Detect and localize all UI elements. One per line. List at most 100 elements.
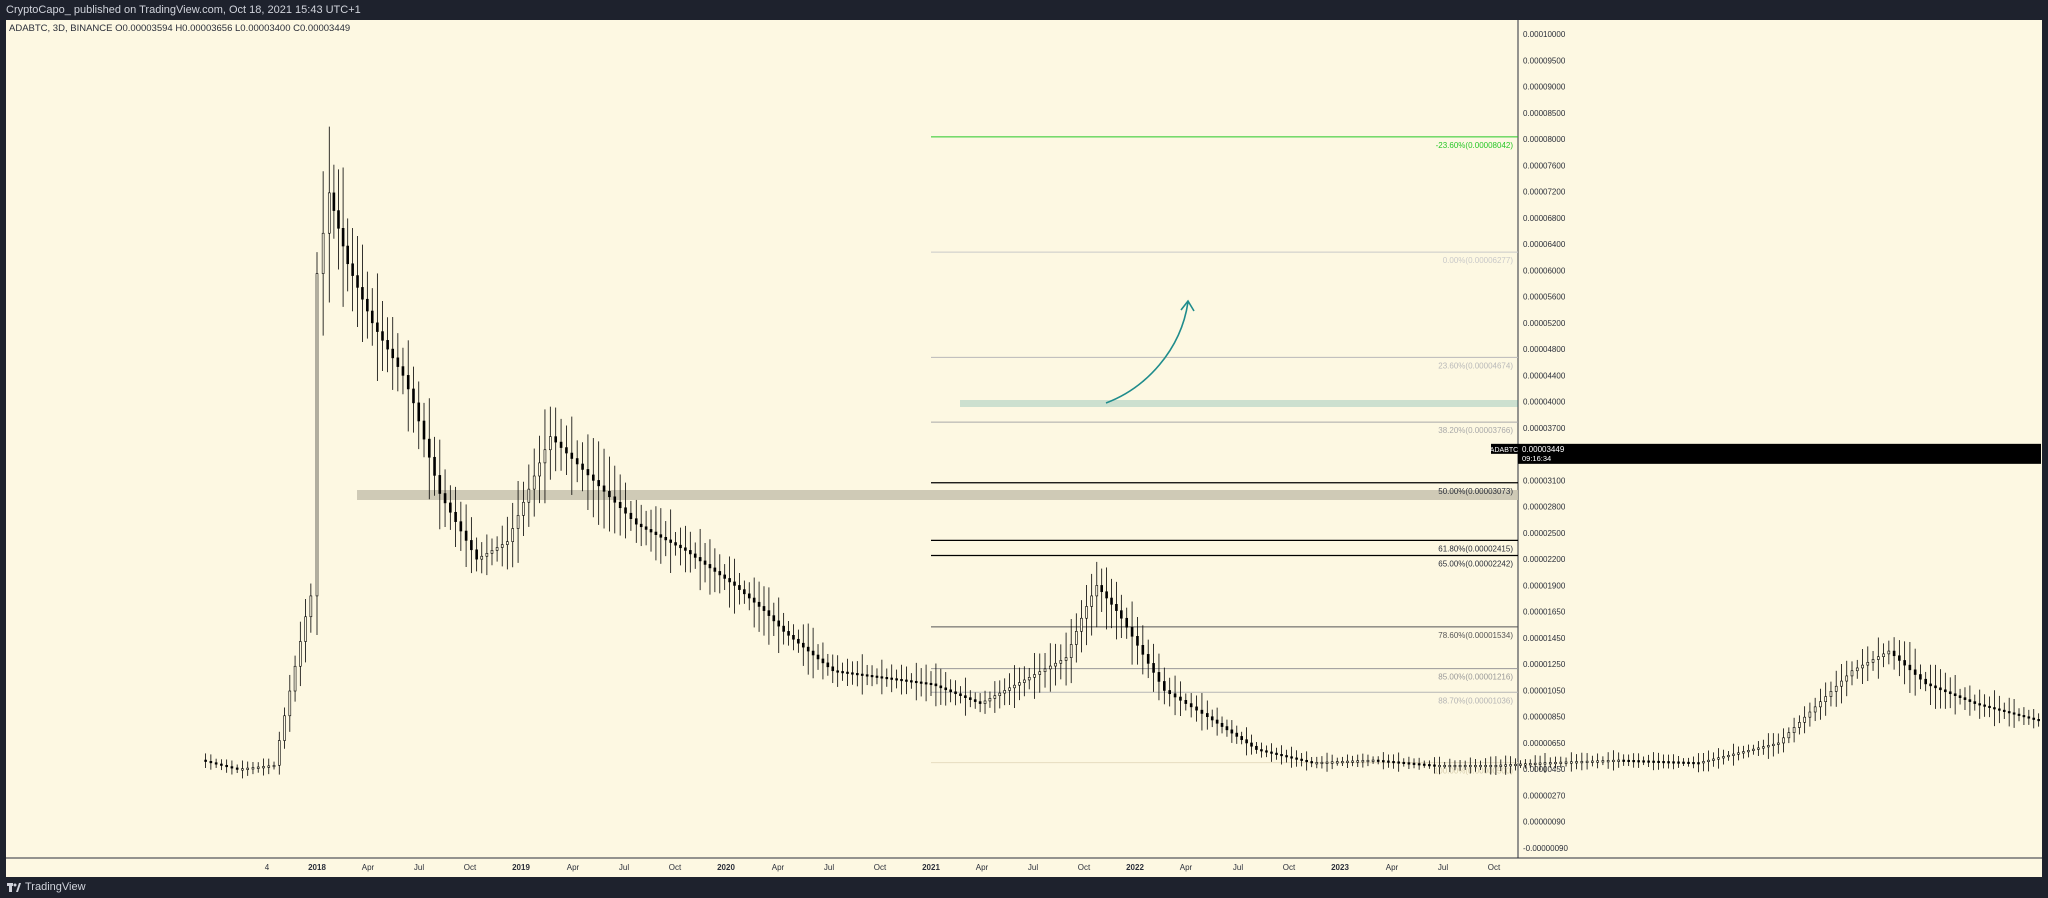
candle-body	[1803, 716, 1806, 723]
candle-body	[870, 675, 874, 678]
candle-body	[283, 715, 286, 741]
price-tick-label: 0.00005600	[1523, 293, 1566, 302]
candle-body	[293, 665, 297, 692]
candle-body	[1924, 678, 1927, 685]
candle-body	[1514, 763, 1517, 767]
candle-body	[214, 762, 218, 765]
candle-body	[1677, 761, 1680, 764]
candle-body	[831, 666, 835, 672]
candle-body	[1772, 743, 1775, 746]
candle-body	[679, 544, 682, 549]
candle-body	[1882, 653, 1885, 657]
candle-body	[337, 210, 340, 229]
candle-body	[1622, 759, 1625, 762]
candle-body	[1280, 754, 1283, 757]
candle-body	[438, 475, 442, 494]
candle-body	[968, 697, 972, 700]
candle-body	[304, 616, 307, 642]
candle-body	[1265, 750, 1268, 753]
time-tick-label: 2021	[922, 863, 940, 872]
candle-body	[1903, 660, 1906, 666]
candle-body	[366, 298, 369, 312]
candle-body	[1988, 705, 1991, 709]
candle-body	[998, 692, 1002, 697]
candle-body	[816, 654, 820, 660]
price-tick-label: 0.00000850	[1523, 713, 1566, 722]
candle-body	[1220, 722, 1224, 727]
candle-body	[1371, 759, 1375, 762]
candle-body	[1519, 763, 1522, 766]
candle-body	[1215, 719, 1219, 724]
candle-body	[777, 620, 781, 627]
candle-body	[1210, 716, 1214, 721]
candle-body	[2007, 711, 2011, 714]
candle-body	[1458, 764, 1462, 768]
symbol-tag: ADABTC	[1490, 447, 1518, 454]
candle-body	[1948, 691, 1952, 695]
candle-body	[597, 480, 600, 487]
tradingview-logo[interactable]: TradingView	[7, 877, 86, 898]
candle-body	[693, 553, 697, 558]
price-tick-label: 0.00008500	[1523, 109, 1566, 118]
candle-body	[767, 610, 771, 616]
candle-body	[1335, 761, 1339, 764]
price-tick-label: 0.00010000	[1523, 30, 1566, 39]
chart-area[interactable]: 0.00010000 0.00009500 0.00009000 0.00008500…	[6, 20, 2042, 877]
price-chart[interactable]: 0.00010000 0.00009500 0.00009000 0.00008500…	[6, 20, 2042, 877]
candle-body	[464, 530, 468, 541]
time-tick-label: Apr	[976, 863, 989, 872]
candle-body	[1027, 677, 1031, 681]
candle-body	[914, 680, 918, 684]
candle-body	[351, 263, 354, 276]
candle-body	[480, 555, 484, 560]
candle-body	[1453, 764, 1457, 768]
candle-body	[565, 447, 568, 454]
candle-body	[1048, 665, 1052, 670]
candle-body	[910, 680, 913, 683]
candle-body	[511, 528, 515, 542]
candle-body	[1200, 709, 1204, 714]
candle-body	[1866, 662, 1870, 666]
candle-body	[1998, 708, 2001, 711]
candle-body	[1898, 655, 1901, 661]
candle-body	[1225, 726, 1229, 731]
candle-body	[1564, 761, 1568, 764]
candle-body	[485, 553, 489, 557]
candle-body	[1717, 757, 1720, 760]
candle-body	[885, 677, 889, 680]
candle-body	[983, 700, 987, 704]
candle-body	[698, 557, 702, 562]
time-tick-label: Apr	[1180, 863, 1193, 872]
candle-body	[689, 550, 692, 555]
time-tick-label: Jul	[619, 863, 629, 872]
candle-body	[846, 671, 849, 674]
candle-body	[757, 601, 761, 607]
fib-label: 78.60%(0.00001534)	[1438, 631, 1513, 640]
candle-body	[1100, 585, 1103, 593]
candle-body	[1929, 683, 1932, 687]
candle-body	[1840, 680, 1843, 687]
price-tick-label: 0.00002800	[1523, 503, 1566, 512]
candle-body	[1908, 664, 1912, 671]
candle-body	[1351, 760, 1354, 763]
candle-body	[644, 526, 648, 530]
candle-body	[1018, 682, 1021, 686]
candle-body	[1887, 650, 1891, 655]
candle-body	[1474, 764, 1477, 768]
candle-body	[549, 436, 552, 451]
candle-body	[1346, 760, 1349, 763]
candle-body	[1958, 695, 1962, 698]
candle-body	[924, 682, 928, 685]
candle-body	[1325, 761, 1329, 764]
candle-body	[559, 441, 563, 448]
candle-body	[1235, 732, 1239, 737]
candle-body	[959, 693, 962, 697]
candle-body	[1310, 761, 1313, 764]
candle-body	[826, 662, 830, 668]
candle-body	[2027, 716, 2031, 719]
price-tick-label: 0.00000650	[1523, 739, 1566, 748]
candle-body	[664, 536, 668, 541]
candle-body	[939, 685, 943, 689]
candle-body	[934, 683, 938, 687]
candle-body	[241, 768, 244, 771]
